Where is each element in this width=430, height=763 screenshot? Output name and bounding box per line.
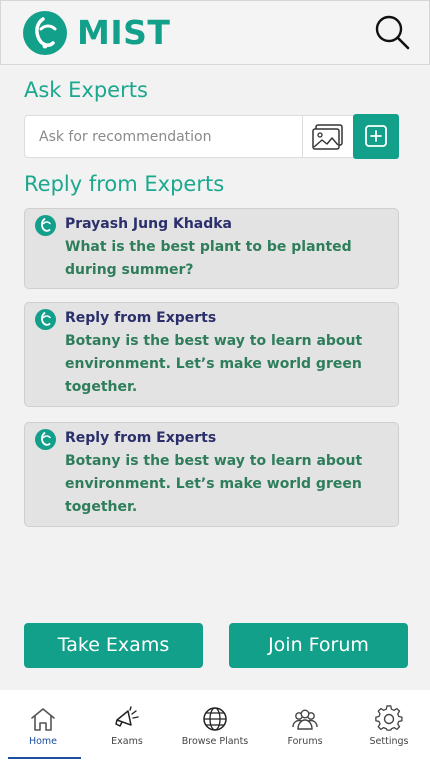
nav-item-settings[interactable]: Settings [346,690,430,763]
main-content: Ask Experts Reply from Experts Prayash J… [0,65,430,690]
reply-card[interactable]: Reply from Experts Botany is the best wa… [24,422,399,527]
globe-icon [203,707,227,731]
expert-avatar-icon [35,309,56,330]
image-icon [312,124,343,150]
reply-text: Botany is the best way to learn about en… [65,333,363,395]
megaphone-icon [115,706,139,727]
bottom-nav: Home Exams Browse Plants [0,690,430,763]
expert-avatar-icon [35,429,56,450]
reply-card[interactable]: Reply from Experts Botany is the best wa… [24,302,399,407]
submit-question-button[interactable] [353,114,399,159]
reply-author: Reply from Experts [65,310,217,326]
home-icon [31,708,55,731]
nav-label: Forums [287,736,323,747]
users-icon [292,709,318,730]
join-forum-button[interactable]: Join Forum [229,623,408,668]
nav-item-browse-plants[interactable]: Browse Plants [172,690,258,763]
ask-experts-title: Ask Experts [24,78,148,102]
nav-label: Settings [369,736,409,747]
replies-title: Reply from Experts [24,172,225,196]
gear-icon [375,705,403,731]
search-icon [375,15,410,50]
reply-text: Botany is the best way to learn about en… [65,453,363,515]
reply-text: What is the best plant to be planted dur… [65,239,352,278]
nav-item-home[interactable]: Home [0,690,86,763]
nav-item-exams[interactable]: Exams [84,690,170,763]
active-tab-indicator [8,757,81,759]
attach-image-button[interactable] [302,115,354,158]
app-name: MIST [77,13,171,52]
app-header: MIST [0,0,430,65]
reply-author: Reply from Experts [65,430,217,446]
logo-icon [23,11,67,55]
nav-label: Browse Plants [181,736,249,747]
nav-label: Exams [111,736,143,747]
nav-item-forums[interactable]: Forums [262,690,348,763]
ask-input[interactable] [24,115,306,158]
expert-avatar-icon [35,215,56,236]
plus-square-icon [365,125,387,147]
nav-label: Home [28,736,58,747]
reply-author: Prayash Jung Khadka [65,216,233,232]
take-exams-button[interactable]: Take Exams [24,623,203,668]
search-button[interactable] [373,13,411,51]
reply-card[interactable]: Prayash Jung Khadka What is the best pla… [24,208,399,289]
